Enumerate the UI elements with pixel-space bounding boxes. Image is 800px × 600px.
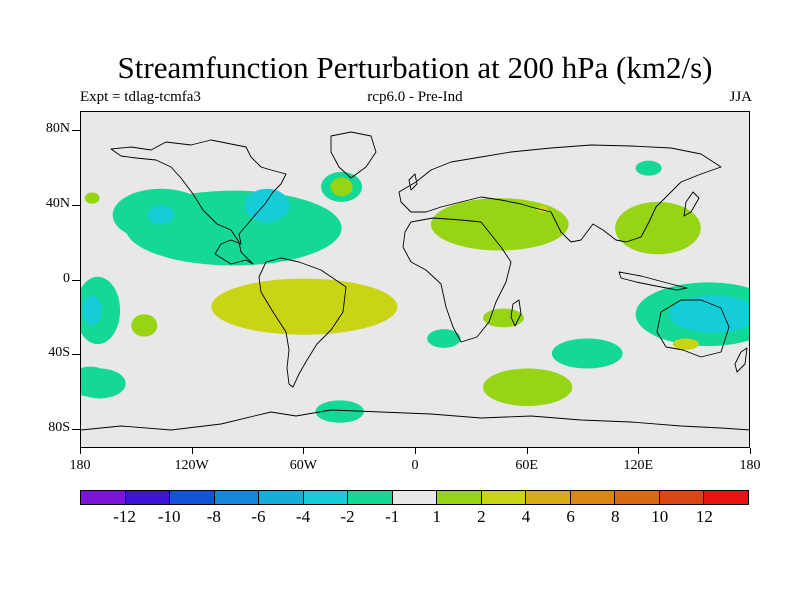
- africa-coast: [402, 217, 512, 343]
- colorbar-tick-label: -2: [340, 507, 355, 526]
- lon-label: 180: [739, 458, 761, 473]
- colorbar-tick-label: 2: [477, 507, 486, 526]
- anomaly-se-pacific-low: [81, 368, 126, 399]
- coastlines: [81, 131, 749, 431]
- colorbar-tick-label: -6: [251, 507, 266, 526]
- anomaly-s-pacific-small: [131, 314, 158, 337]
- lon-tick: [750, 448, 751, 454]
- lat-label: 0: [63, 270, 70, 286]
- anomaly-siberia-low: [635, 160, 662, 176]
- colorbar-tick-label: -12: [113, 507, 136, 526]
- madagascar-coast: [510, 299, 522, 327]
- anomaly-e-asia-high: [615, 201, 701, 255]
- anomaly-greenland-high: [330, 177, 353, 197]
- australia-coast: [656, 299, 730, 358]
- map-title: Streamfunction Perturbation at 200 hPa (…: [117, 50, 713, 85]
- anomaly-s-pacific-high: [211, 278, 398, 335]
- indonesia-coast: [618, 271, 688, 291]
- colorbar-tick-label: -8: [206, 507, 221, 526]
- anomaly-s-pacific-high-2: [322, 293, 361, 320]
- colorbar-segment: [125, 491, 171, 504]
- lon-tick: [191, 448, 193, 454]
- anomaly-s-pacific-high-1: [255, 293, 294, 320]
- lat-label: 40S: [48, 345, 70, 361]
- experiment-label: Expt = tdlag-tcmfa3: [80, 89, 201, 105]
- colorbar-segment: [392, 491, 438, 504]
- anomaly-australia-high: [672, 338, 699, 350]
- colorbar-segment: [481, 491, 527, 504]
- anomaly-s-indian-low: [551, 338, 623, 369]
- colorbar-tick-label: -10: [157, 507, 181, 526]
- antarctica-coast: [81, 409, 749, 431]
- lat-label: 80N: [45, 120, 70, 136]
- colorbar-segment: [615, 491, 660, 504]
- anomaly-gulf-low: [276, 213, 333, 244]
- lat-tick: [72, 204, 80, 206]
- lon-label: 60W: [289, 458, 317, 473]
- lon-tick: [415, 448, 416, 454]
- anomaly-n-pacific-small: [84, 192, 100, 204]
- eurasia-coast: [398, 144, 722, 243]
- colorbar-segment: [259, 491, 304, 504]
- lat-tick: [72, 429, 80, 431]
- lon-label: 120W: [174, 458, 209, 473]
- lat-label: 80S: [48, 420, 70, 436]
- anomaly-mid-east-high-core: [536, 205, 549, 214]
- lon-label: 0: [411, 458, 419, 473]
- colorbar-tick-label: 1: [432, 507, 442, 526]
- colorbar-tick-label: 6: [566, 507, 575, 526]
- lat-tick: [72, 279, 80, 281]
- colorbar-segment: [348, 491, 393, 504]
- season-label: JJA: [729, 89, 752, 105]
- anomaly-antarctic-low: [315, 400, 364, 423]
- colorbar-segment: [303, 491, 349, 504]
- anomaly-s-indian-high: [483, 368, 573, 406]
- colorbar-tick-label: -4: [295, 507, 311, 526]
- lat-tick: [72, 354, 80, 356]
- british-isles-coast: [408, 173, 418, 191]
- anomaly-regions: [81, 160, 749, 423]
- colorbar-segment: [437, 491, 482, 504]
- colorbar-segment: [704, 491, 748, 504]
- lon-label: 120E: [623, 458, 654, 473]
- anomaly-ne-pacific-low-core: [148, 205, 175, 225]
- colorbar-tick-label: 8: [610, 507, 620, 526]
- lon-label: 60E: [515, 458, 538, 473]
- anomaly-mid-east-high: [430, 198, 569, 251]
- colorbar-segment: [170, 491, 215, 504]
- north-america-coast: [110, 139, 287, 265]
- colorbar-tick-label: 10: [651, 507, 669, 526]
- greenland-coast: [330, 131, 377, 179]
- lon-label: 180: [69, 458, 91, 473]
- new-zealand-coast: [734, 347, 748, 373]
- colorbar-tick-label: 4: [521, 507, 531, 526]
- lon-tick: [638, 448, 640, 454]
- lon-tick: [303, 448, 305, 454]
- colorbar-segment: [81, 491, 126, 504]
- colorbar-tick-label: 12: [695, 507, 713, 526]
- anomaly-us-east-low-core: [244, 188, 290, 223]
- colorbar: [80, 490, 749, 505]
- map-canvas: [81, 131, 749, 431]
- japan-coast: [683, 191, 700, 217]
- anomaly-s-africa-high: [483, 308, 524, 328]
- south-america-coast: [258, 257, 347, 388]
- colorbar-segment: [214, 491, 260, 504]
- colorbar-segment: [659, 491, 705, 504]
- colorbar-segment: [570, 491, 616, 504]
- anomaly-c-pacific-low-core: [82, 295, 102, 326]
- scenario-label: rcp6.0 - Pre-Ind: [367, 89, 463, 105]
- lon-tick: [526, 448, 528, 454]
- lat-tick: [72, 129, 80, 131]
- lon-tick: [80, 448, 81, 454]
- anomaly-s-atlantic-low: [427, 329, 461, 348]
- colorbar-tick-label: -1: [385, 507, 400, 526]
- colorbar-segment: [526, 491, 571, 504]
- anomaly-w-pacific-low-core: [669, 295, 749, 333]
- lat-label: 40N: [45, 195, 70, 211]
- map-panel: [80, 111, 750, 448]
